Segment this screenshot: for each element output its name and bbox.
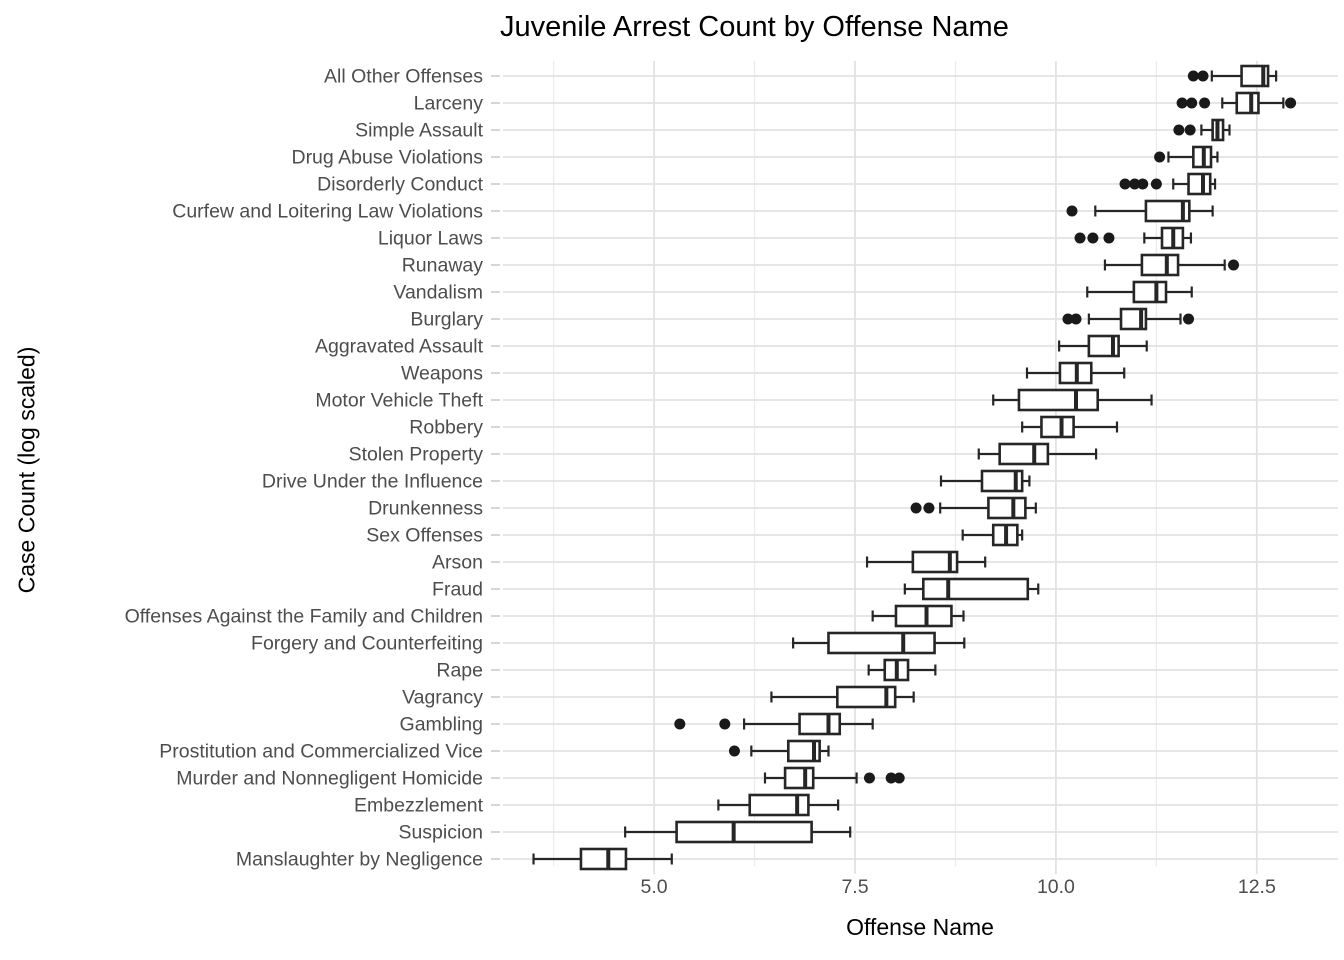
- category-label: Offenses Against the Family and Children: [125, 606, 483, 628]
- category-label: Gambling: [400, 714, 483, 736]
- y-axis-title: Case Count (log scaled): [13, 346, 40, 594]
- iqr-box: [987, 496, 1027, 520]
- outlier-point: [1150, 178, 1162, 190]
- x-axis-title: Offense Name: [846, 914, 994, 940]
- outlier-point: [1119, 178, 1131, 190]
- category-label: Arson: [432, 552, 483, 574]
- category-label: Simple Assault: [355, 120, 483, 142]
- iqr-box: [827, 631, 936, 655]
- category-label: Drunkenness: [368, 498, 483, 520]
- iqr-box: [911, 550, 959, 574]
- category-label: Forgery and Counterfeiting: [251, 633, 483, 655]
- category-label: Vagrancy: [402, 687, 483, 709]
- iqr-box: [894, 604, 953, 628]
- outlier-point: [1228, 259, 1240, 271]
- category-label: Rape: [436, 660, 483, 682]
- iqr-box: [748, 793, 810, 817]
- category-label: Vandalism: [393, 282, 483, 304]
- outlier-point: [1154, 151, 1166, 163]
- outlier-point: [923, 502, 935, 514]
- outlier-point: [1285, 97, 1297, 109]
- category-label: Liquor Laws: [378, 228, 483, 250]
- category-label: Drug Abuse Violations: [291, 147, 483, 169]
- outlier-point: [674, 718, 686, 730]
- category-label: All Other Offenses: [324, 66, 483, 88]
- outlier-point: [1183, 313, 1195, 325]
- iqr-box: [1132, 280, 1168, 304]
- outlier-point: [1070, 313, 1082, 325]
- iqr-box: [922, 577, 1030, 601]
- category-label: Robbery: [409, 417, 483, 439]
- category-label: Larceny: [414, 93, 484, 115]
- outlier-point: [1062, 313, 1074, 325]
- category-label: Aggravated Assault: [315, 336, 484, 358]
- category-label: Curfew and Loitering Law Violations: [172, 201, 483, 223]
- category-label: Murder and Nonnegligent Homicide: [176, 768, 483, 790]
- iqr-box: [1040, 415, 1075, 439]
- outlier-point: [1087, 232, 1099, 244]
- outlier-point: [1197, 70, 1209, 82]
- iqr-box: [998, 442, 1050, 466]
- iqr-box: [675, 820, 813, 844]
- iqr-box: [1140, 253, 1180, 277]
- category-label: Fraud: [432, 579, 483, 601]
- outlier-point: [1187, 70, 1199, 82]
- outlier-point: [1199, 97, 1211, 109]
- category-label: Burglary: [410, 309, 483, 331]
- category-label: Disorderly Conduct: [317, 174, 483, 196]
- iqr-box: [579, 847, 628, 871]
- outlier-point: [910, 502, 922, 514]
- iqr-box: [1187, 172, 1212, 196]
- iqr-box: [783, 766, 815, 790]
- iqr-box: [836, 685, 897, 709]
- outlier-point: [1074, 232, 1086, 244]
- category-label: Suspicion: [398, 822, 483, 844]
- outlier-point: [893, 772, 905, 784]
- iqr-box: [980, 469, 1024, 493]
- category-label: Runaway: [402, 255, 484, 277]
- x-tick-label: 7.5: [841, 876, 868, 898]
- chart-title: Juvenile Arrest Count by Offense Name: [500, 11, 1009, 43]
- outlier-point: [863, 772, 875, 784]
- iqr-box: [1235, 91, 1260, 115]
- iqr-box: [786, 739, 821, 763]
- outlier-point: [1066, 205, 1078, 217]
- outlier-point: [1173, 124, 1185, 136]
- x-tick-label: 12.5: [1238, 876, 1276, 898]
- outlier-point: [1129, 178, 1141, 190]
- category-label: Stolen Property: [349, 444, 484, 466]
- outlier-point: [728, 745, 740, 757]
- iqr-box: [798, 712, 842, 736]
- outlier-point: [1137, 178, 1149, 190]
- outlier-point: [885, 772, 897, 784]
- outlier-point: [1103, 232, 1115, 244]
- x-tick-label: 5.0: [641, 876, 668, 898]
- category-label: Drive Under the Influence: [262, 471, 483, 493]
- iqr-box: [1017, 388, 1100, 412]
- category-label: Prostitution and Commercialized Vice: [159, 741, 483, 763]
- iqr-box: [1144, 199, 1191, 223]
- outlier-point: [1186, 97, 1198, 109]
- category-label: Embezzlement: [354, 795, 484, 817]
- category-label: Motor Vehicle Theft: [315, 390, 483, 412]
- outlier-point: [1176, 97, 1188, 109]
- outlier-point: [719, 718, 731, 730]
- outlier-point: [1184, 124, 1196, 136]
- category-label: Weapons: [401, 363, 483, 385]
- category-label: Sex Offenses: [366, 525, 483, 547]
- x-tick-label: 10.0: [1037, 876, 1075, 898]
- category-label: Manslaughter by Negligence: [236, 849, 483, 871]
